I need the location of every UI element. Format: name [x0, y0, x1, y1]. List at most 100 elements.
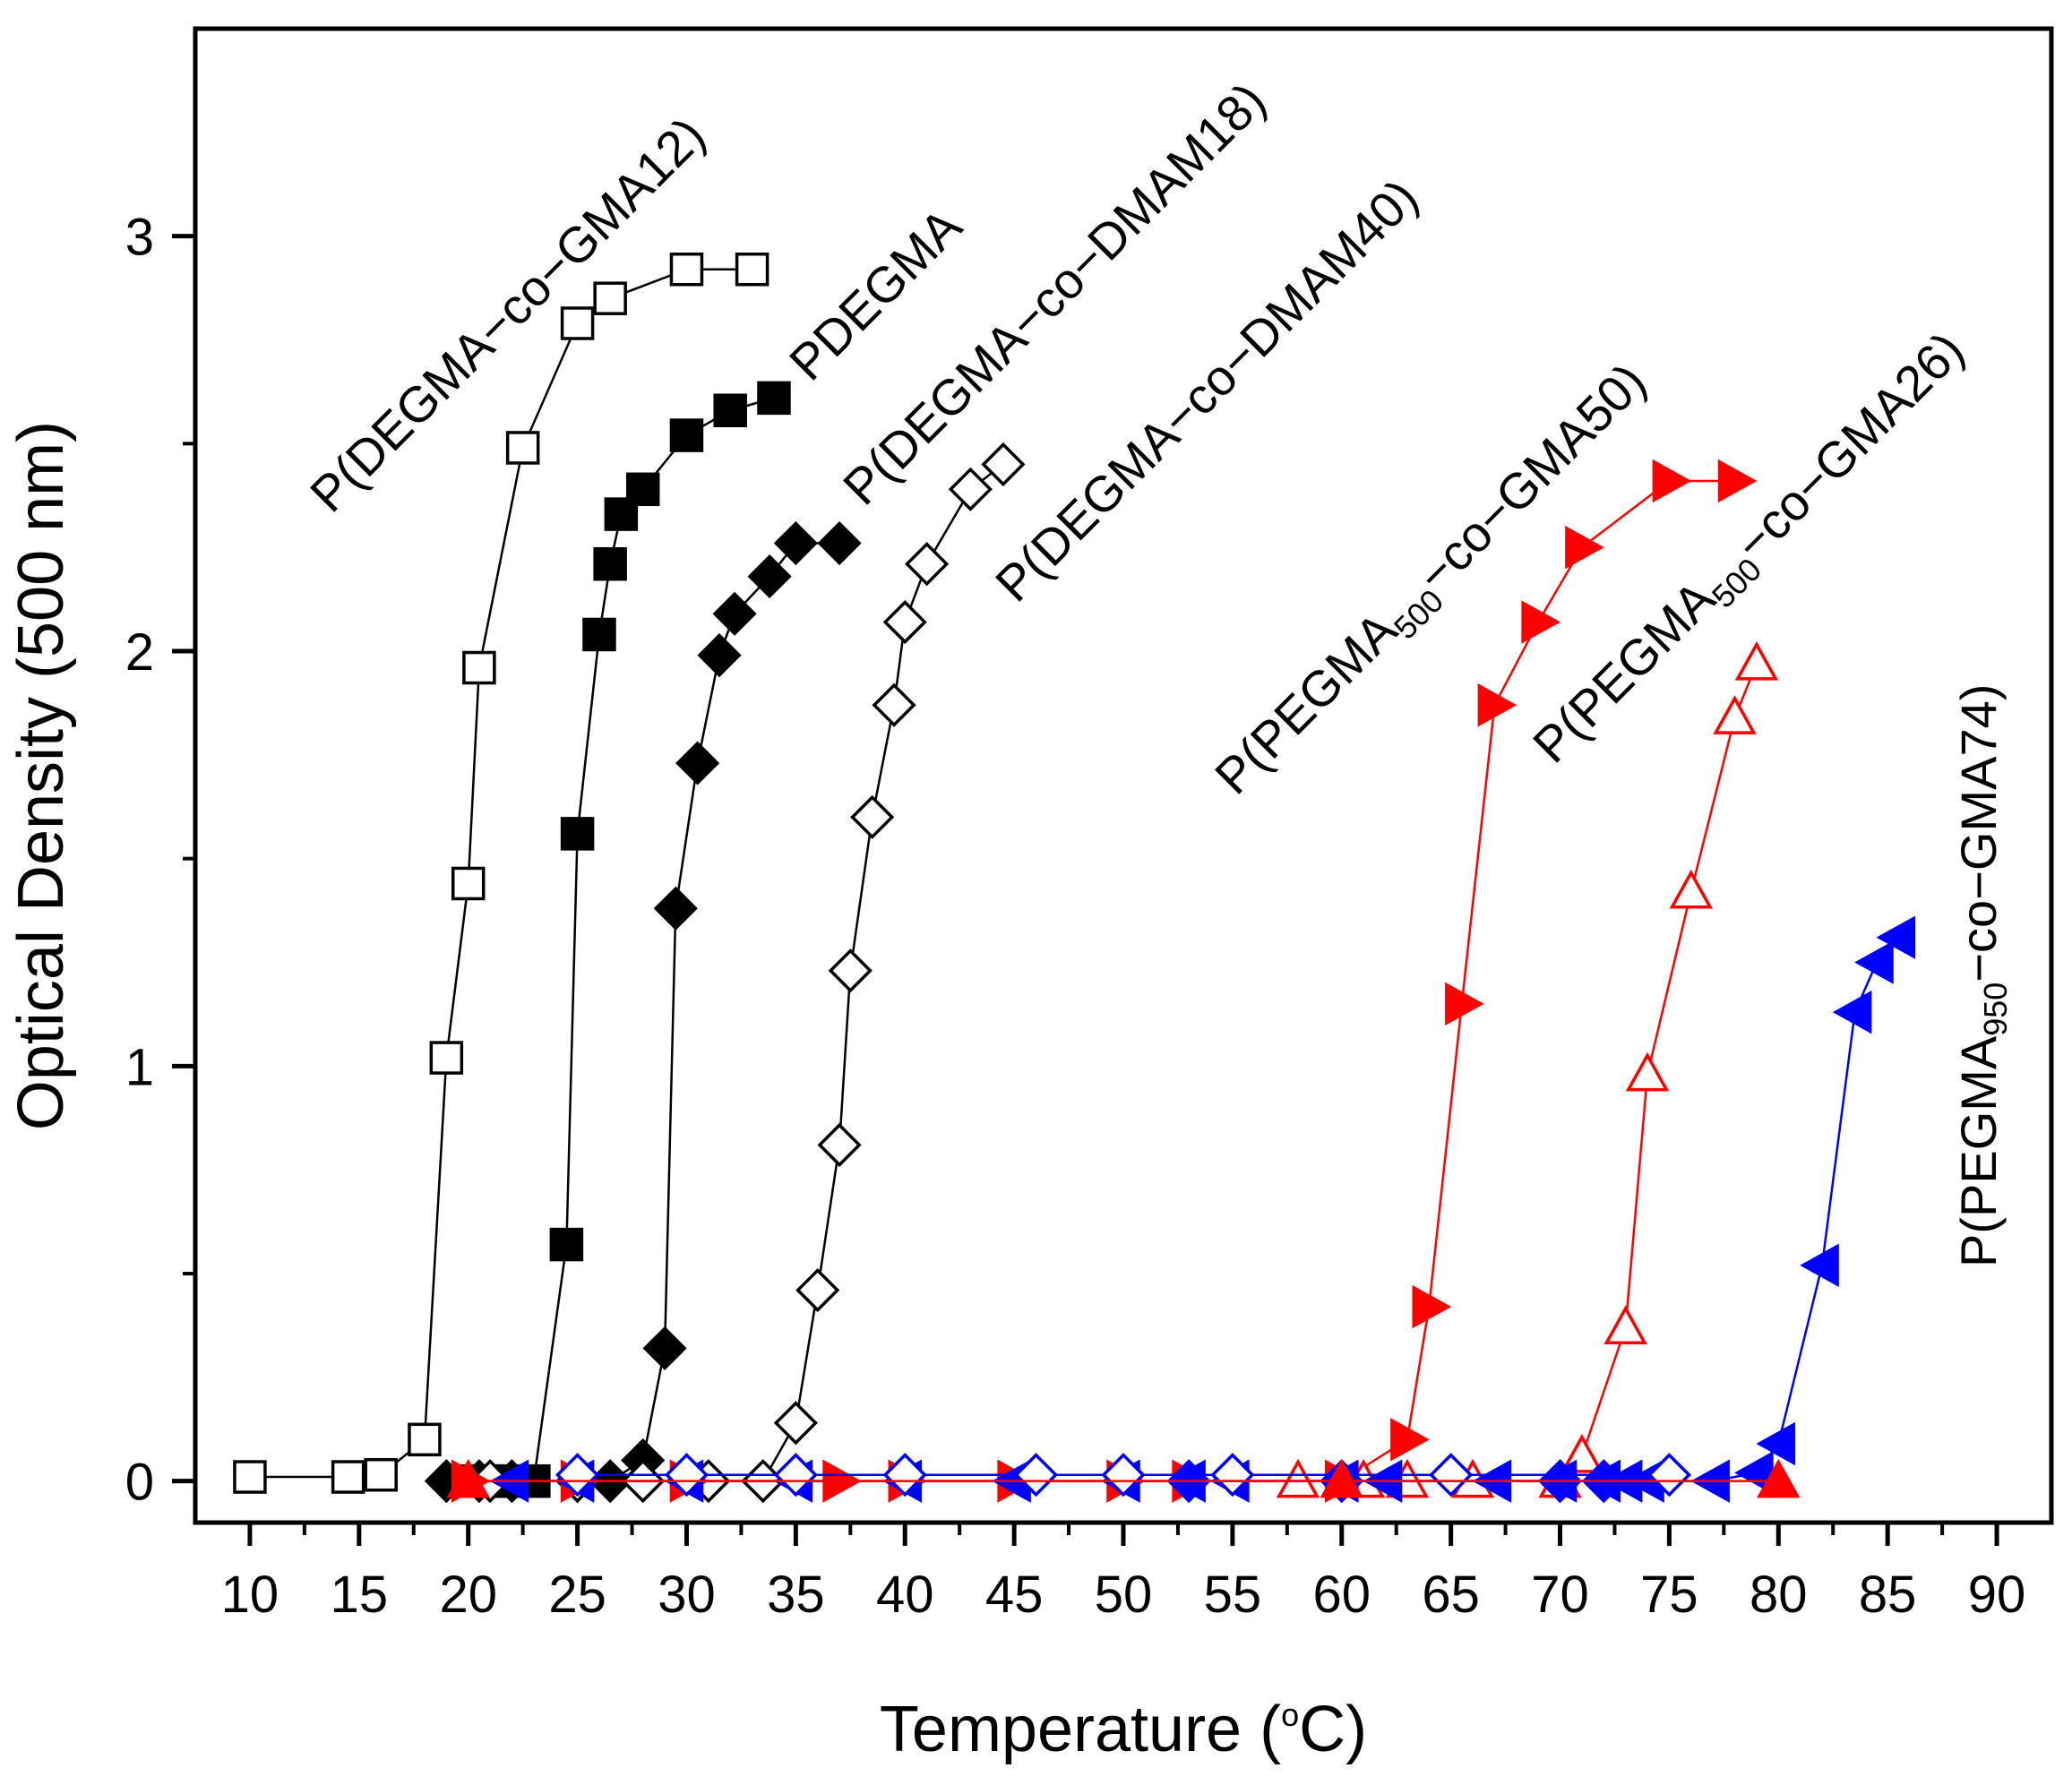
data-point — [1717, 459, 1758, 503]
data-point — [713, 393, 747, 428]
data-point — [462, 650, 496, 685]
data-point — [697, 633, 742, 678]
data-point — [850, 794, 895, 839]
x-tick-label: 55 — [1204, 1566, 1262, 1624]
data-point — [882, 1453, 927, 1498]
data-point — [549, 1227, 584, 1262]
x-tick-label: 20 — [439, 1566, 497, 1624]
data-point — [1652, 459, 1692, 503]
series-line — [512, 936, 1900, 1482]
data-point — [1713, 695, 1757, 734]
data-point — [773, 1453, 818, 1498]
data-point — [1477, 683, 1517, 727]
data-point — [795, 1267, 840, 1313]
data-point — [817, 520, 862, 566]
data-point — [1625, 1051, 1670, 1092]
y-axis-title: Optical Density (500 nm) — [5, 421, 77, 1130]
y-tick-label: 2 — [125, 623, 154, 682]
data-point — [675, 741, 720, 785]
curve-label-part: −co−GMA50) — [1406, 352, 1656, 603]
data-point — [773, 1401, 818, 1446]
data-point — [1669, 869, 1714, 909]
x-tick-label: 65 — [1422, 1566, 1480, 1624]
series-line — [532, 397, 775, 1481]
data-point — [1429, 1453, 1474, 1498]
data-point — [1756, 1421, 1796, 1466]
data-point — [1390, 1418, 1430, 1462]
data-point — [331, 1460, 365, 1494]
series-9 — [446, 1458, 1801, 1498]
data-point — [1646, 1453, 1691, 1498]
x-tick-label: 35 — [767, 1566, 825, 1624]
x-tick-label: 80 — [1750, 1566, 1808, 1624]
data-point — [582, 617, 616, 652]
data-point — [593, 546, 627, 581]
data-point — [451, 866, 486, 901]
plot-area — [233, 252, 1916, 1504]
curve-label-part: 950 — [1977, 983, 2014, 1036]
data-point — [669, 252, 704, 287]
data-point — [653, 886, 698, 931]
data-point — [1800, 1243, 1839, 1287]
x-tick-label: 60 — [1313, 1566, 1371, 1624]
curve-label-part: P(DEGMA−co−DMAM40) — [984, 168, 1429, 613]
x-tick-label: 70 — [1531, 1566, 1589, 1624]
series-line — [446, 542, 840, 1482]
x-tick-label: 25 — [548, 1566, 606, 1624]
data-point — [747, 554, 792, 599]
curve-label-part: PDEGMA — [778, 197, 973, 391]
series-line — [468, 479, 1735, 1482]
x-tick-label: 10 — [221, 1566, 279, 1624]
data-point — [712, 591, 757, 636]
y-tick-label: 1 — [125, 1038, 154, 1096]
curve-label: P(PEGMA950−co−GMA74) — [1950, 684, 2014, 1267]
data-point — [560, 306, 595, 340]
data-point — [1521, 600, 1561, 644]
data-point — [1320, 1458, 1363, 1498]
x-tick-label: 85 — [1859, 1566, 1917, 1624]
data-point — [593, 281, 627, 315]
data-point — [981, 442, 1026, 487]
ticks: 10 15 20 25 30 35 40 45 50 55 60 65 70 75 80 85 90 0 1 2 3 — [125, 209, 2026, 1624]
data-point — [1013, 1453, 1059, 1498]
y-tick-label: 0 — [125, 1454, 154, 1512]
series-line — [1298, 663, 1758, 1482]
data-point — [828, 948, 873, 993]
data-point — [1101, 1453, 1146, 1498]
curve-label-part: −co−GMA26) — [1724, 321, 1974, 571]
data-point — [233, 1460, 267, 1494]
data-point — [408, 1422, 442, 1457]
x-tick-label: 40 — [876, 1566, 934, 1624]
data-point — [1757, 1458, 1801, 1498]
curve-label: PDEGMA — [778, 197, 973, 391]
y-tick-label: 3 — [125, 209, 154, 267]
data-point — [560, 817, 595, 851]
data-point — [948, 467, 993, 511]
data-point — [1876, 915, 1916, 959]
data-point — [1565, 525, 1604, 570]
data-point — [664, 1453, 709, 1498]
x-tick-label: 75 — [1640, 1566, 1698, 1624]
data-point — [872, 682, 916, 727]
data-point — [905, 542, 950, 587]
x-tick-label: 30 — [658, 1566, 716, 1624]
series-5 — [1276, 641, 1779, 1498]
data-point — [735, 252, 769, 287]
data-point — [555, 1453, 600, 1498]
curve-label-part: −co−GMA74) — [1950, 684, 2007, 983]
data-point — [642, 1326, 687, 1370]
series-0 — [233, 252, 769, 1494]
series-6 — [489, 915, 1916, 1503]
data-point — [625, 472, 660, 507]
x-axis-title: Temperature (oC) — [880, 1694, 1367, 1765]
data-point — [882, 599, 927, 645]
curve-label: P(DEGMA−co−DMAM40) — [984, 168, 1429, 613]
series-7 — [555, 1453, 1691, 1498]
x-tick-label: 50 — [1095, 1566, 1153, 1624]
data-point — [429, 1041, 464, 1075]
data-point — [817, 1122, 862, 1167]
data-point — [364, 1457, 398, 1492]
data-point — [773, 520, 818, 566]
data-point — [1210, 1453, 1255, 1498]
